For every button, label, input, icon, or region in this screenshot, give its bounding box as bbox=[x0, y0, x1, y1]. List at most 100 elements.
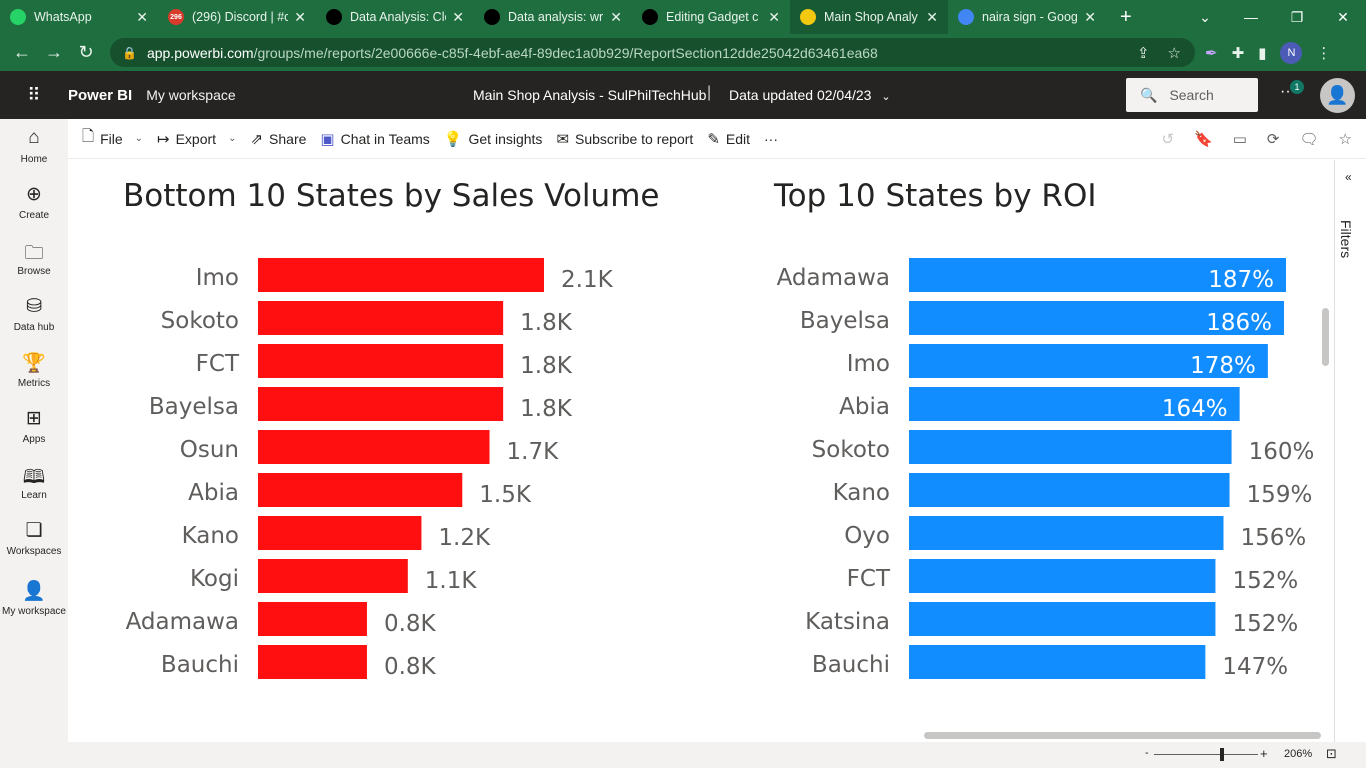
edit-button[interactable]: ✎ Edit bbox=[707, 130, 750, 148]
profile-avatar[interactable]: N bbox=[1280, 41, 1303, 64]
bar[interactable] bbox=[909, 387, 1240, 421]
bar[interactable] bbox=[909, 473, 1230, 507]
search-input[interactable]: 🔍 Search bbox=[1126, 78, 1258, 112]
workspace-breadcrumb[interactable]: My workspace bbox=[146, 87, 236, 103]
bar[interactable] bbox=[258, 602, 367, 636]
close-tab-icon[interactable]: ✕ bbox=[610, 8, 622, 25]
close-tab-icon[interactable]: ✕ bbox=[768, 8, 780, 25]
refresh-icon[interactable]: ⟳ bbox=[1266, 131, 1280, 148]
browser-tab[interactable]: 296 (296) Discord | #c ✕ bbox=[158, 0, 316, 34]
comment-icon[interactable]: 🗨 bbox=[1299, 131, 1319, 148]
nav-item-metrics[interactable]: 🏆 Metrics bbox=[0, 351, 68, 391]
browser-tab[interactable]: naira sign - Goog ✕ bbox=[948, 0, 1106, 34]
share-page-icon[interactable]: ⇪ bbox=[1136, 44, 1150, 62]
bar[interactable] bbox=[258, 516, 422, 550]
bar[interactable] bbox=[909, 602, 1216, 636]
filters-label: Filters bbox=[1338, 220, 1354, 259]
collapse-chevron-icon[interactable]: « bbox=[1345, 170, 1352, 184]
tab-search-icon[interactable]: ⌄ bbox=[1199, 8, 1211, 25]
horizontal-scrollbar[interactable] bbox=[924, 732, 1321, 739]
sidepanel-icon[interactable]: ▮ bbox=[1258, 44, 1267, 62]
nav-item-learn[interactable]: 🕮 Learn bbox=[0, 463, 68, 503]
close-tab-icon[interactable]: ✕ bbox=[452, 8, 464, 25]
extensions-puzzle-icon[interactable]: ✚ bbox=[1231, 44, 1245, 62]
bar[interactable] bbox=[258, 559, 408, 593]
bar[interactable] bbox=[258, 258, 544, 292]
browser-tab[interactable]: Data analysis: wr ✕ bbox=[474, 0, 632, 34]
close-tab-icon[interactable]: ✕ bbox=[1084, 8, 1096, 25]
app-launcher-icon[interactable]: ⠿ bbox=[27, 84, 41, 105]
forward-icon[interactable]: → bbox=[45, 42, 63, 62]
close-tab-icon[interactable]: ✕ bbox=[136, 8, 148, 25]
nav-item-browse[interactable]: 🗀 Browse bbox=[0, 239, 68, 279]
view-icon[interactable]: ▭ bbox=[1232, 131, 1247, 148]
restore-icon[interactable]: ❐ bbox=[1290, 8, 1304, 25]
subscribe-button[interactable]: ✉ Subscribe to report bbox=[556, 130, 693, 148]
export-menu-button[interactable]: ↦ Export ⌄ bbox=[157, 130, 236, 148]
bar[interactable] bbox=[909, 301, 1284, 335]
favorite-star-icon[interactable]: ☆ bbox=[1338, 131, 1352, 148]
charts-svg: Imo 2.1K Sokoto 1.8K FCT 1.8K Bayelsa 1.8K Osun 1… bbox=[126, 258, 1315, 680]
browser-menu-icon[interactable]: ⋮ bbox=[1316, 44, 1332, 62]
bar[interactable] bbox=[258, 344, 504, 378]
fit-to-page-icon[interactable]: ⊡ bbox=[1326, 746, 1337, 761]
zoom-slider-thumb[interactable] bbox=[1220, 748, 1224, 761]
close-window-icon[interactable]: ✕ bbox=[1337, 8, 1349, 25]
browser-tab[interactable]: Main Shop Analy ✕ bbox=[790, 0, 948, 34]
get-insights-button[interactable]: 💡 Get insights bbox=[444, 130, 543, 148]
file-icon: 🗋 bbox=[82, 128, 95, 145]
export-label: Export bbox=[175, 130, 217, 147]
bar[interactable] bbox=[909, 559, 1216, 593]
extension-pen-icon[interactable]: ✒ bbox=[1205, 44, 1218, 62]
browser-tab[interactable]: WhatsApp ✕ bbox=[0, 0, 158, 34]
nav-item-workspaces[interactable]: ❏ Workspaces bbox=[0, 519, 68, 559]
powerbi-brand[interactable]: Power BI bbox=[68, 86, 133, 104]
data-label: 160% bbox=[1249, 439, 1315, 465]
new-tab-icon[interactable]: + bbox=[1120, 5, 1132, 28]
zoom-in-icon[interactable]: + bbox=[1260, 746, 1268, 761]
subscribe-label: Subscribe to report bbox=[575, 130, 694, 147]
more-actions-button[interactable]: ··· bbox=[764, 130, 779, 147]
nav-item-apps[interactable]: ⊞ Apps bbox=[0, 407, 68, 447]
back-icon[interactable]: ← bbox=[13, 42, 31, 62]
bar[interactable] bbox=[258, 645, 367, 679]
nav-item-data-hub[interactable]: ⛁ Data hub bbox=[0, 295, 68, 335]
bookmark-icon[interactable]: 🔖 bbox=[1194, 131, 1213, 148]
bar[interactable] bbox=[909, 645, 1206, 679]
url-input[interactable]: 🔒 app.powerbi.com/groups/me/reports/2e00… bbox=[110, 38, 1195, 67]
browser-tab[interactable]: Data Analysis: Cle ✕ bbox=[316, 0, 474, 34]
browser-tab[interactable]: Editing Gadget c ✕ bbox=[632, 0, 790, 34]
bar[interactable] bbox=[909, 516, 1224, 550]
metrics-icon: 🏆 bbox=[22, 353, 46, 374]
reset-icon[interactable]: ↺ bbox=[1161, 131, 1175, 148]
data-updated-dropdown[interactable]: Data updated 02/04/23 ⌄ bbox=[729, 87, 891, 103]
zoom-out-icon[interactable]: - bbox=[1145, 747, 1149, 759]
bar[interactable] bbox=[258, 430, 490, 464]
share-button[interactable]: ⇗ Share bbox=[250, 130, 306, 148]
chat-in-teams-button[interactable]: ▣ Chat in Teams bbox=[320, 130, 429, 148]
bar[interactable] bbox=[258, 387, 504, 421]
bar[interactable] bbox=[258, 301, 504, 335]
bookmark-star-icon[interactable]: ☆ bbox=[1167, 44, 1181, 62]
file-menu-button[interactable]: 🗋 File ⌄ bbox=[82, 126, 143, 151]
zoom-slider[interactable] bbox=[1154, 754, 1258, 755]
nav-item-home[interactable]: ⌂ Home bbox=[0, 127, 68, 167]
bar[interactable] bbox=[909, 344, 1268, 378]
reload-icon[interactable]: ↻ bbox=[78, 42, 94, 62]
user-avatar[interactable]: 👤 bbox=[1320, 78, 1355, 113]
filters-pane[interactable]: « Filters bbox=[1334, 160, 1366, 742]
bar[interactable] bbox=[258, 473, 463, 507]
close-tab-icon[interactable]: ✕ bbox=[294, 8, 306, 25]
vertical-scrollbar[interactable] bbox=[1322, 308, 1329, 366]
data-label: 0.8K bbox=[384, 611, 437, 637]
bar[interactable] bbox=[909, 258, 1286, 292]
bar[interactable] bbox=[909, 430, 1232, 464]
nav-item-my-workspace[interactable]: 👤 My workspace bbox=[0, 579, 68, 619]
close-tab-icon[interactable]: ✕ bbox=[926, 8, 938, 25]
nav-item-create[interactable]: ⊕ Create bbox=[0, 183, 68, 223]
data-label: 152% bbox=[1232, 568, 1298, 594]
notification-badge[interactable]: 1 bbox=[1290, 80, 1304, 94]
minimize-icon[interactable]: — bbox=[1244, 9, 1258, 25]
data-label: 1.8K bbox=[520, 310, 573, 336]
left-navigation: ⌂ Home ⊕ Create 🗀 Browse ⛁ Data hub 🏆 Metrics ⊞ App… bbox=[0, 119, 68, 768]
